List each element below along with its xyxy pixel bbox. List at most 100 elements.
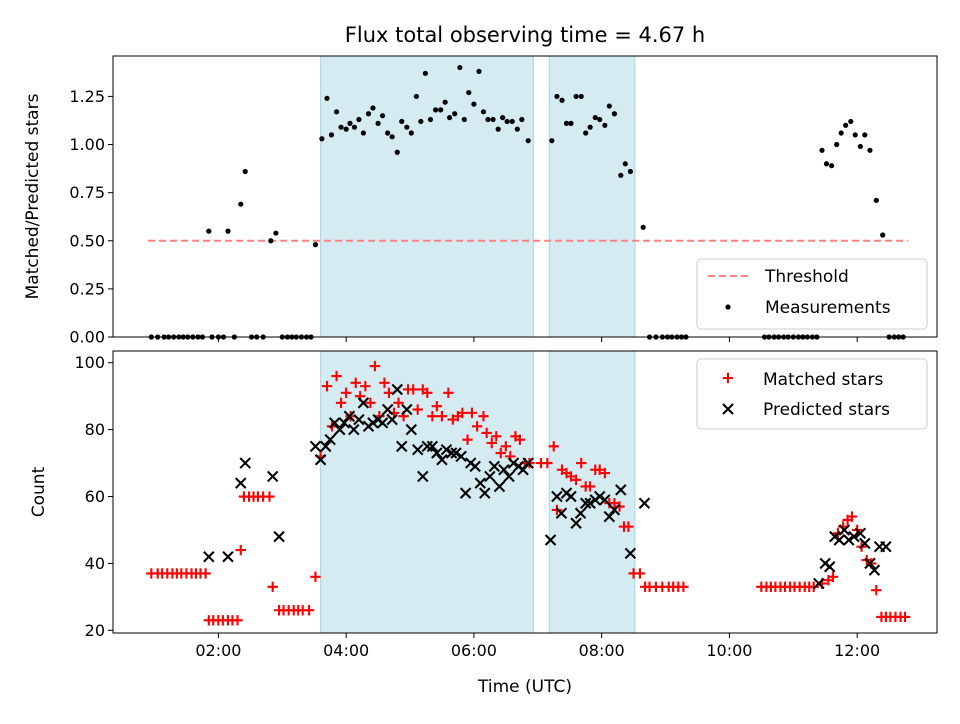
measurement-point xyxy=(578,93,584,100)
measurement-point xyxy=(242,168,248,175)
ratio-ytick-label: 0.25 xyxy=(69,279,105,298)
ratio-legend: Threshold Measurements xyxy=(696,258,928,330)
predicted-star-point xyxy=(599,494,611,506)
measurement-point xyxy=(432,107,439,113)
predicted-star-point xyxy=(391,383,403,396)
legend-predicted-swatch xyxy=(722,403,734,415)
predicted-star-point xyxy=(395,440,408,453)
predicted-star-point xyxy=(880,540,892,553)
matched-star-point xyxy=(443,387,454,399)
matched-star-point xyxy=(427,411,438,422)
predicted-star-point xyxy=(584,497,596,509)
matched-star-point xyxy=(584,481,596,492)
measurement-point xyxy=(583,130,589,136)
measurement-point xyxy=(273,230,279,236)
measurement-point xyxy=(206,228,212,234)
measurement-point xyxy=(587,124,593,130)
predicted-star-point xyxy=(615,484,627,496)
matched-star-point xyxy=(321,380,333,392)
predicted-star-point xyxy=(488,460,501,473)
measurement-point xyxy=(622,161,628,167)
measurement-point xyxy=(442,99,448,105)
predicted-star-point xyxy=(854,527,867,540)
ratio-x-axis-ticks xyxy=(217,337,858,342)
measurement-point xyxy=(819,147,825,153)
measurement-point xyxy=(559,97,565,103)
measurement-point xyxy=(568,120,574,126)
predicted-star-point xyxy=(426,440,439,453)
ratio-ytick-label: 0.00 xyxy=(69,328,105,347)
measurement-point xyxy=(834,141,840,148)
measurement-point xyxy=(490,116,496,123)
measurement-point xyxy=(504,118,510,125)
measurement-point xyxy=(343,126,349,132)
matched-star-point xyxy=(232,615,243,626)
predicted-star-point xyxy=(273,530,285,543)
predicted-star-point xyxy=(507,457,520,469)
count-y-axis-label: Count xyxy=(29,466,49,517)
xtick-label: 10:00 xyxy=(706,641,752,660)
predicted-star-point xyxy=(421,440,434,453)
measurement-point xyxy=(485,116,491,123)
predicted-star-point xyxy=(493,480,506,493)
predicted-star-point xyxy=(376,417,389,429)
matched-star-point xyxy=(899,611,911,623)
predicted-star-point xyxy=(864,557,876,570)
measurement-point xyxy=(627,168,633,175)
measurement-point xyxy=(225,228,231,234)
predicted-star-point xyxy=(319,440,332,453)
matched-star-point xyxy=(548,441,559,452)
predicted-star-point xyxy=(868,564,881,576)
matched-star-point xyxy=(369,360,381,372)
predicted-star-point xyxy=(235,477,247,489)
predicted-star-point xyxy=(455,450,467,463)
predicted-star-point xyxy=(517,464,529,476)
matched-star-point xyxy=(481,427,492,439)
measurement-point xyxy=(838,130,844,136)
predicted-star-point xyxy=(503,470,515,483)
matched-star-point xyxy=(365,397,376,409)
matched-star-point xyxy=(360,380,371,392)
measurement-point xyxy=(319,136,325,142)
predicted-star-point xyxy=(314,453,327,466)
measurement-point xyxy=(514,126,520,132)
legend-measurements-swatch xyxy=(725,304,731,310)
ratio-ytick-label: 1.00 xyxy=(69,135,105,154)
matched-star-point xyxy=(846,511,858,522)
matched-star-point xyxy=(495,447,506,459)
measurement-point xyxy=(867,147,873,153)
predicted-star-point xyxy=(417,470,429,483)
matched-star-point xyxy=(393,397,404,409)
measurement-point xyxy=(422,70,428,76)
predicted-star-point xyxy=(833,534,846,546)
predicted-star-point xyxy=(469,460,481,473)
measurement-point xyxy=(873,197,879,203)
count-y-axis-ticks: 20 40 60 80 100 xyxy=(74,353,113,640)
legend-predicted-label: Predicted stars xyxy=(763,400,890,420)
measurement-point xyxy=(823,161,830,167)
predicted-star-point xyxy=(624,547,637,560)
count-legend: Matched stars Predicted stars xyxy=(696,358,928,430)
count-x-axis-ticks: 02:00 04:00 06:00 08:00 10:00 12:00 xyxy=(195,633,880,660)
count-ytick-label: 100 xyxy=(74,353,105,372)
predicted-star-point xyxy=(522,457,534,469)
matched-star-point xyxy=(491,431,502,442)
predicted-star-point xyxy=(353,413,365,426)
chart-title: Flux total observing time = 4.67 h xyxy=(345,23,705,47)
measurement-point xyxy=(238,201,244,207)
predicted-star-point xyxy=(222,550,234,563)
predicted-star-point xyxy=(411,443,424,456)
predicted-star-point xyxy=(436,453,448,466)
predicted-star-point xyxy=(823,561,836,573)
measurement-point xyxy=(347,120,353,126)
matched-star-point xyxy=(486,437,497,449)
measurement-point xyxy=(379,113,386,119)
predicted-star-point xyxy=(570,517,582,530)
predicted-star-point xyxy=(544,534,557,546)
measurement-point xyxy=(438,107,444,113)
matched-star-point xyxy=(542,457,553,469)
matched-star-point xyxy=(808,581,819,593)
shaded-interval-1 xyxy=(320,55,534,338)
measurement-point xyxy=(466,89,472,96)
